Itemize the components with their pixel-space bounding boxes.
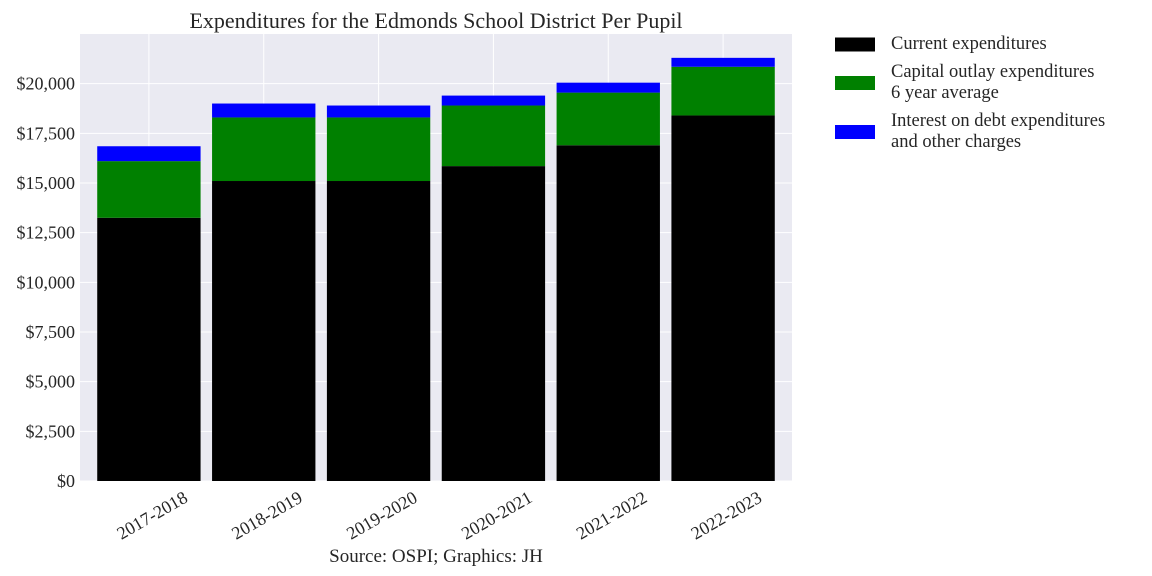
legend-label: Capital outlay expenditures bbox=[891, 62, 1094, 82]
y-tick-label: $7,500 bbox=[26, 322, 76, 342]
x-tick-label: 2021-2022 bbox=[573, 487, 651, 543]
bar-segment-current-expenditures-2020-2021 bbox=[441, 166, 546, 481]
bar-segment-interest-on-debt-expenditures-2017-2018 bbox=[97, 146, 201, 162]
x-axis: 2017-2018 2018-2019 2019-2020 2020-2021 2021… bbox=[113, 487, 765, 543]
bar-segment-current-expenditures-2019-2020 bbox=[326, 181, 431, 481]
chart-title: Expenditures for the Edmonds School Dist… bbox=[189, 8, 682, 33]
bar-segment-capital-outlay-expenditures-2020-2021 bbox=[441, 105, 546, 167]
y-tick-label: $0 bbox=[57, 471, 75, 491]
legend-label: and other charges bbox=[891, 132, 1021, 152]
bar-segment-current-expenditures-2021-2022 bbox=[556, 145, 660, 481]
bar-stack-2018-2019 bbox=[212, 103, 316, 481]
y-tick-label: $10,000 bbox=[17, 272, 76, 292]
y-tick-label: $12,500 bbox=[17, 223, 76, 243]
y-tick-label: $20,000 bbox=[17, 74, 76, 94]
bar-segment-interest-on-debt-expenditures-2022-2023 bbox=[671, 57, 775, 67]
bar-segment-capital-outlay-expenditures-2017-2018 bbox=[97, 161, 201, 218]
bars bbox=[97, 57, 775, 481]
y-tick-label: $2,500 bbox=[26, 421, 76, 441]
bar-stack-2019-2020 bbox=[326, 105, 431, 481]
bar-segment-interest-on-debt-expenditures-2019-2020 bbox=[326, 105, 431, 118]
bar-stack-2017-2018 bbox=[97, 146, 201, 481]
bar-segment-interest-on-debt-expenditures-2018-2019 bbox=[212, 103, 316, 118]
legend-swatch bbox=[835, 37, 875, 52]
x-tick-label: 2018-2019 bbox=[228, 487, 306, 543]
bar-segment-interest-on-debt-expenditures-2021-2022 bbox=[556, 82, 660, 93]
bar-segment-interest-on-debt-expenditures-2020-2021 bbox=[441, 95, 546, 106]
y-axis: $0 $2,500 $5,000 $7,500 $10,000 $12,500 $15,00… bbox=[17, 74, 76, 491]
bar-stack-2020-2021 bbox=[441, 95, 546, 481]
x-tick-label: 2022-2023 bbox=[688, 487, 766, 543]
bar-stack-2022-2023 bbox=[671, 57, 775, 481]
legend-label: 6 year average bbox=[891, 83, 999, 103]
legend: Current expenditures Capital outlay expen… bbox=[835, 34, 1105, 152]
legend-swatch bbox=[835, 76, 875, 90]
bar-segment-capital-outlay-expenditures-2019-2020 bbox=[326, 117, 431, 182]
bar-segment-capital-outlay-expenditures-2018-2019 bbox=[212, 117, 316, 182]
legend-label: Interest on debt expenditures bbox=[891, 111, 1105, 131]
bar-segment-current-expenditures-2017-2018 bbox=[97, 217, 201, 481]
x-tick-label: 2020-2021 bbox=[458, 487, 536, 543]
bar-segment-current-expenditures-2022-2023 bbox=[671, 115, 775, 481]
x-tick-label: 2017-2018 bbox=[113, 487, 191, 543]
y-tick-label: $5,000 bbox=[26, 372, 76, 392]
legend-label: Current expenditures bbox=[891, 34, 1047, 54]
legend-item-current-expenditures: Current expenditures bbox=[835, 34, 1047, 54]
chart-caption: Source: OSPI; Graphics: JH bbox=[329, 546, 543, 567]
y-tick-label: $17,500 bbox=[17, 123, 76, 143]
legend-swatch bbox=[835, 125, 875, 139]
bar-segment-capital-outlay-expenditures-2021-2022 bbox=[556, 92, 660, 146]
x-tick-label: 2019-2020 bbox=[343, 487, 421, 543]
y-tick-label: $15,000 bbox=[17, 173, 76, 193]
bar-stack-2021-2022 bbox=[556, 82, 660, 481]
bar-segment-capital-outlay-expenditures-2022-2023 bbox=[671, 66, 775, 116]
bar-segment-current-expenditures-2018-2019 bbox=[212, 181, 316, 481]
